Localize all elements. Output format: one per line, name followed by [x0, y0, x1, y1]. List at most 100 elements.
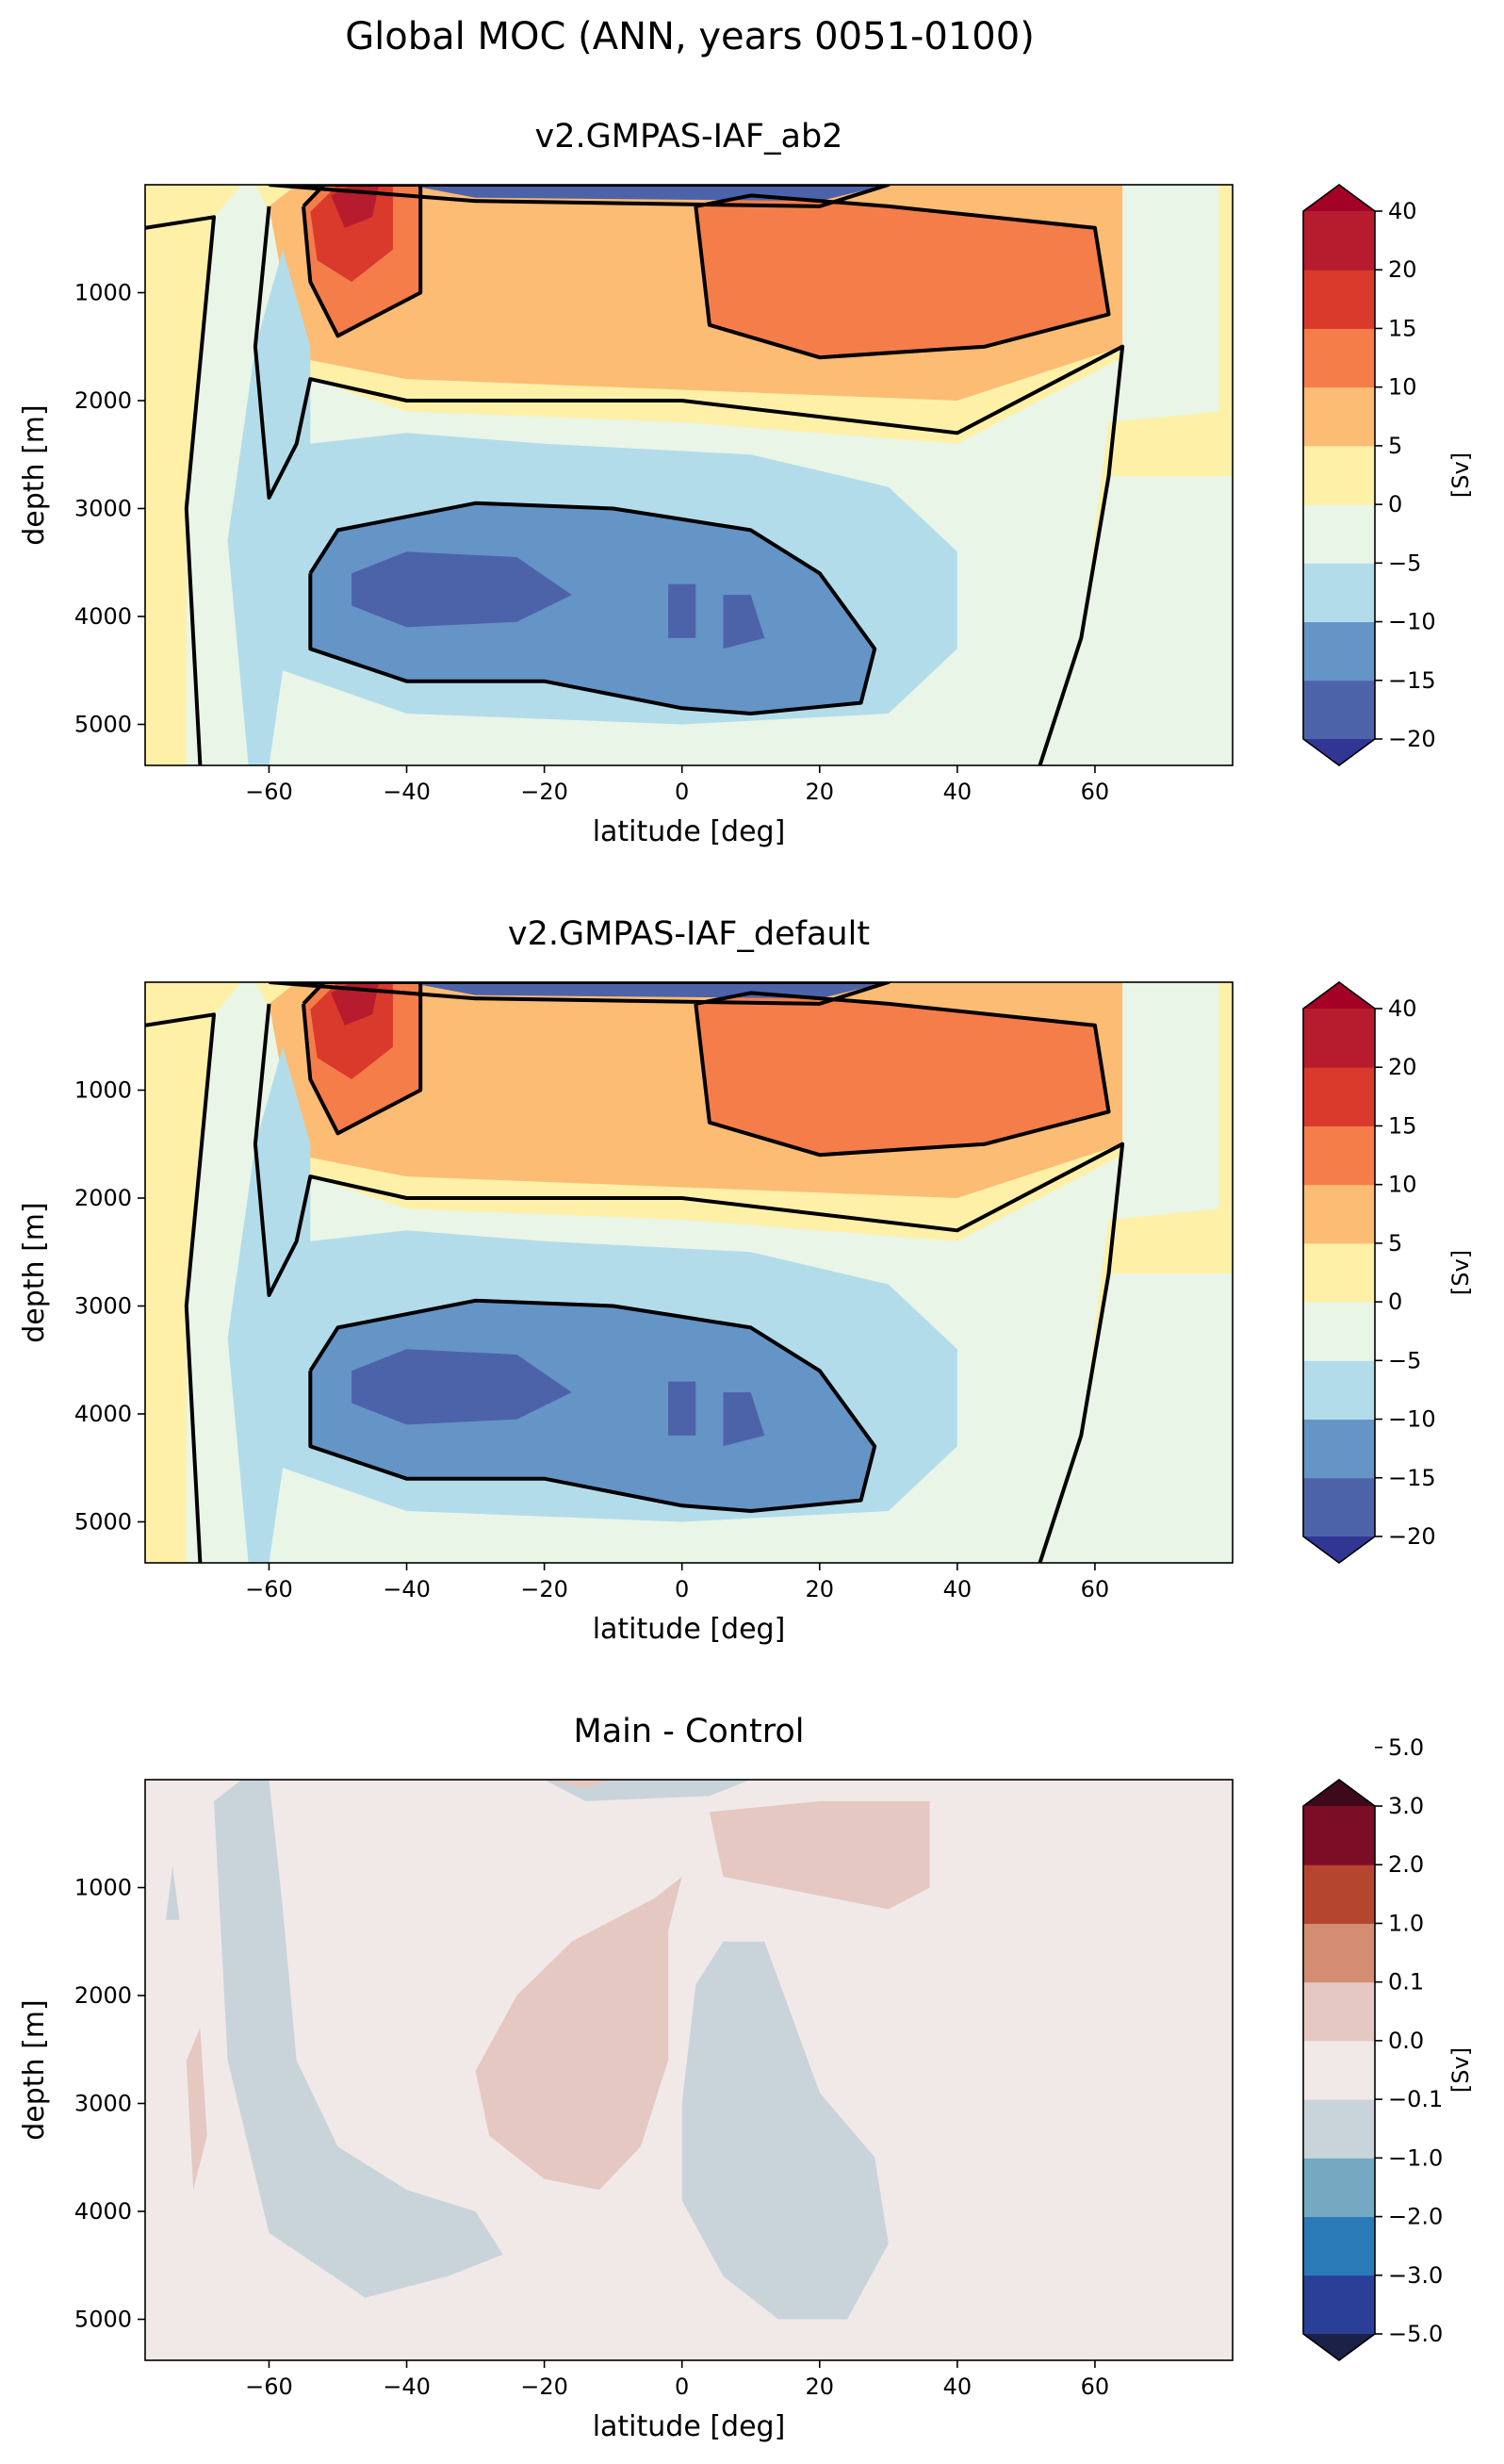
contour-region [695, 993, 1109, 1156]
colorbar-segment [1303, 386, 1375, 447]
y-tick-label: 1000 [74, 279, 132, 305]
colorbar-segment [1303, 1360, 1375, 1421]
colorbar-tick-label: −1.0 [1388, 2144, 1443, 2171]
colorbar-over-arrow [1303, 982, 1375, 1009]
contour-region [475, 1877, 682, 2191]
x-tick-label: 20 [805, 779, 834, 805]
colorbar-tick-label: 5 [1388, 1230, 1402, 1257]
colorbar-segment [1303, 1302, 1375, 1361]
colorbar-tick-label: 3.0 [1388, 1793, 1424, 1819]
x-tick-label: 20 [805, 1576, 834, 1602]
x-tick-label: −40 [383, 1576, 431, 1602]
panel-1: v2.GMPAS-IAF_ab2 −60 −40 −20 0 20 40 60 1000 2000… [18, 118, 1474, 848]
colorbar-tick-label: −10 [1388, 1406, 1436, 1433]
x-tick-label: −40 [383, 2374, 431, 2400]
x-tick-label: −20 [520, 779, 568, 805]
colorbar-segment [1303, 2099, 1375, 2159]
x-tick-label: 40 [943, 1576, 973, 1602]
contour-line [145, 1012, 216, 1563]
x-tick-label: −40 [383, 779, 431, 805]
x-tick-label: 0 [675, 1576, 689, 1602]
contour-region [331, 185, 380, 228]
axes-frame [144, 184, 1234, 766]
y-tick-label: 2000 [74, 1982, 132, 2009]
contour-line [308, 501, 877, 715]
y-tick-label: 3000 [74, 2090, 132, 2116]
contour-region [723, 1392, 765, 1447]
contour-line [694, 193, 1111, 360]
colorbar-segment [1303, 1125, 1375, 1186]
colorbar-tick-label: 15 [1388, 315, 1417, 341]
contour-region [544, 1780, 613, 1789]
colorbar-tick-label: −5 [1388, 1347, 1421, 1373]
colorbar-tick-label: 40 [1388, 995, 1417, 1022]
colorbar-segment [1303, 1923, 1375, 1983]
x-axis-label: latitude [deg] [593, 2410, 786, 2443]
y-tick-label: 1000 [74, 1076, 132, 1103]
colorbar-segment [1303, 1242, 1375, 1303]
contour-region [668, 1381, 696, 1436]
contour-region [351, 551, 572, 628]
colorbar-tick-label: 10 [1388, 1172, 1417, 1198]
contour-line [253, 205, 1125, 765]
contour-line [302, 185, 423, 338]
colorbar-label: [Sv] [1447, 1250, 1474, 1295]
y-tick-label: 4000 [74, 603, 132, 630]
y-tick-label: 5000 [74, 711, 132, 737]
x-tick-label: −60 [245, 779, 293, 805]
x-tick-label: 40 [943, 779, 973, 805]
colorbar-segment [1303, 1067, 1375, 1126]
x-axis-label: latitude [deg] [593, 1613, 786, 1646]
colorbar-segment [1303, 1184, 1375, 1244]
colorbar-label: [Sv] [1447, 2047, 1474, 2093]
colorbar-segment [1303, 2040, 1375, 2100]
colorbar-segment [1303, 504, 1375, 564]
colorbar-segment [1303, 1806, 1375, 1865]
colorbar-segment [1303, 1864, 1375, 1924]
contour-line [694, 991, 1111, 1158]
colorbar-tick-label: 0 [1388, 491, 1402, 517]
x-tick-label: 20 [805, 2374, 834, 2400]
x-tick-label: 40 [943, 2374, 973, 2400]
y-tick-label: 4000 [74, 1401, 132, 1427]
contour-region [695, 195, 1109, 358]
contour-region [681, 1941, 889, 2320]
y-tick-label: 5000 [74, 2306, 132, 2332]
contour-region [331, 982, 380, 1026]
contour-region [709, 1800, 930, 1910]
colorbar-under-arrow [1303, 1536, 1375, 1563]
contour-field [145, 1780, 1233, 2360]
colorbar-segment [1303, 1419, 1375, 1479]
colorbar-segment [1303, 445, 1375, 505]
contour-region [351, 1349, 572, 1425]
colorbar-tick-label: 15 [1388, 1112, 1417, 1139]
colorbar-tick-label: 10 [1388, 374, 1417, 401]
colorbar-tick-label: −15 [1388, 1465, 1436, 1491]
colorbar-tick-label: −15 [1388, 667, 1436, 694]
colorbar-segment [1303, 2158, 1375, 2218]
y-tick-label: 1000 [74, 1874, 132, 1900]
x-tick-label: 60 [1081, 1576, 1110, 1602]
colorbar-tick-label: −5.0 [1388, 2321, 1443, 2347]
colorbar: −20 −15 −10 −5 0 5 10 15 20 40 [Sv] [1302, 184, 1474, 766]
x-tick-label: 60 [1081, 2374, 1110, 2400]
contour-region [668, 583, 696, 638]
x-tick-label: −60 [245, 1576, 293, 1602]
x-axis-label: latitude [deg] [593, 815, 786, 848]
colorbar-segment [1303, 2216, 1375, 2276]
colorbar-tick-label: −5 [1388, 550, 1421, 576]
x-tick-label: 0 [675, 2374, 689, 2400]
colorbar-segment [1303, 1477, 1375, 1537]
colorbar-segment [1303, 680, 1375, 740]
colorbar-tick-label: 40 [1388, 198, 1417, 224]
contour-line [308, 1298, 877, 1513]
colorbar-tick-label: −3.0 [1388, 2262, 1443, 2289]
colorbar: −5.0 −3.0 −2.0 −1.0 −0.1 0.0 0.1 1.0 2.0 3.0 5.0 [S… [1302, 1734, 1474, 2361]
colorbar-under-arrow [1303, 2334, 1375, 2360]
y-axis-label: depth [m] [18, 1999, 51, 2141]
y-tick-label: 2000 [74, 1185, 132, 1211]
colorbar-segment [1303, 211, 1375, 271]
colorbar-tick-label: 5.0 [1388, 1734, 1424, 1761]
contour-line [302, 982, 423, 1136]
contour-region [165, 1865, 180, 1920]
